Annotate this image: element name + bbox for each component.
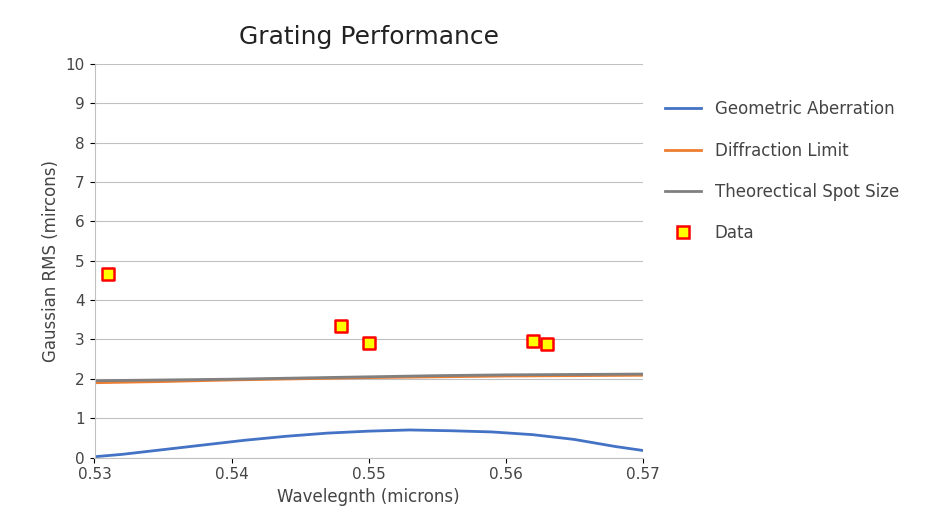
Legend: Geometric Aberration, Diffraction Limit, Theorectical Spot Size, Data: Geometric Aberration, Diffraction Limit,…	[656, 92, 906, 251]
Point	[538, 340, 553, 348]
Point	[525, 337, 540, 346]
X-axis label: Wavelegnth (microns): Wavelegnth (microns)	[277, 488, 460, 506]
Point	[100, 270, 115, 279]
Point	[333, 321, 348, 330]
Point	[361, 339, 376, 347]
Y-axis label: Gaussian RMS (mircons): Gaussian RMS (mircons)	[42, 160, 59, 362]
Title: Grating Performance: Grating Performance	[238, 26, 498, 49]
